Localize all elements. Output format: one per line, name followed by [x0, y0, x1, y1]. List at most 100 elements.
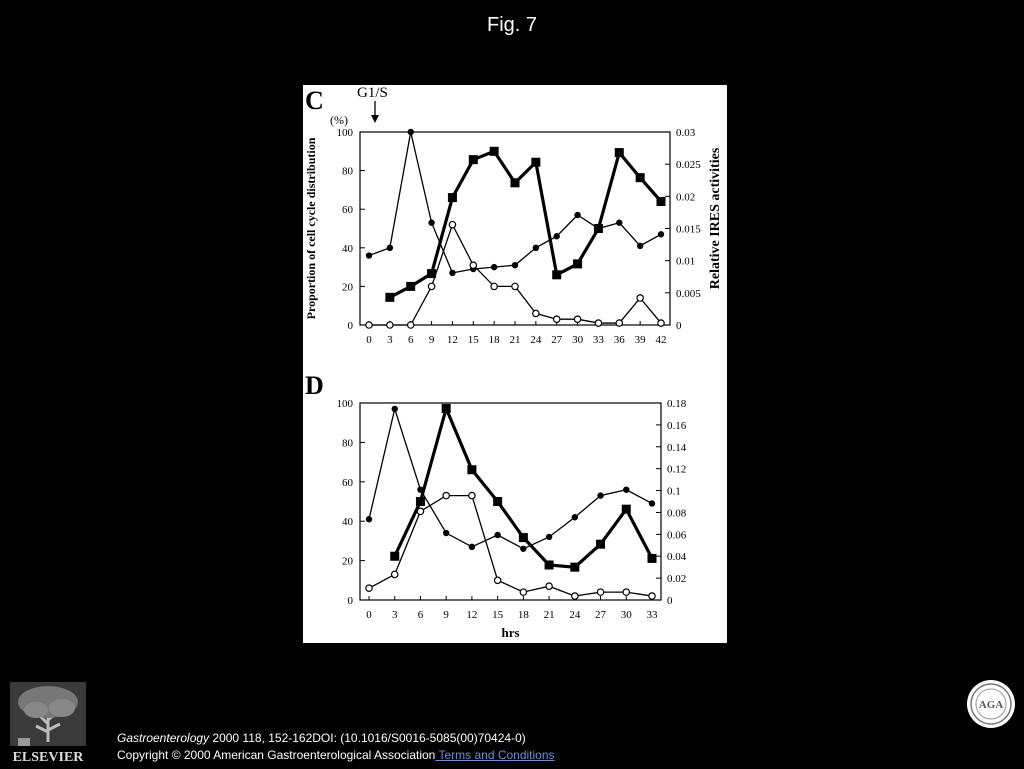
x-tick-label: 36 — [614, 334, 626, 346]
data-point-filled-circle — [386, 244, 394, 251]
data-point-filled-circle — [449, 269, 456, 277]
data-point-open-circle — [552, 315, 561, 324]
terms-link[interactable]: Terms and Conditions — [435, 748, 555, 762]
data-point-square — [468, 155, 478, 165]
data-point-filled-circle — [407, 128, 414, 136]
figure-title: Fig. 7 — [486, 14, 538, 36]
data-point-filled-circle — [616, 219, 623, 226]
data-point-square — [441, 403, 451, 413]
x-tick-label: 0 — [366, 609, 372, 621]
citation-text: 2000 118, 152-162DOI: (10.1016/S0016-508… — [209, 731, 526, 745]
y2-tick-label: 0.16 — [667, 420, 687, 432]
data-point-filled-circle — [520, 545, 527, 552]
data-point-square — [447, 193, 457, 203]
x-tick-label: 21 — [544, 609, 555, 621]
data-point-filled-circle — [490, 263, 498, 271]
y-tick-label: 100 — [337, 398, 354, 410]
data-point-square — [596, 539, 606, 549]
y2-tick-label: 0.08 — [667, 507, 687, 519]
data-point-filled-circle — [553, 233, 560, 240]
y2-axis-title: Relative IRES activities — [708, 147, 723, 289]
elsevier-logo: ELSEVIER — [8, 680, 88, 765]
copyright-text: Copyright © 2000 American Gastroenterolo… — [117, 748, 436, 762]
data-point-open-circle — [648, 592, 656, 600]
data-point-open-circle — [469, 261, 478, 269]
data-point-filled-circle — [365, 516, 373, 523]
data-point-filled-circle — [636, 242, 644, 250]
journal-name: Gastroenterology — [117, 731, 210, 745]
data-point-open-circle — [427, 282, 436, 291]
data-point-square — [552, 270, 562, 280]
figure-svg: C02040608010000.0050.010.0150.020.0250.0… — [304, 85, 723, 640]
x-tick-label: 12 — [466, 609, 477, 621]
y2-tick-label: 0.18 — [667, 398, 687, 410]
x-tick-label: 15 — [492, 609, 504, 621]
figure-panel: C 0 20 40 60 80 100 0 0.005 0.01 0.015 0.02 0.025 0.0… — [303, 85, 727, 643]
x-axis-title: hrs — [501, 625, 519, 640]
y2-tick-label: 0.005 — [676, 288, 701, 300]
data-point-square — [385, 292, 395, 302]
series-line — [369, 222, 662, 326]
x-tick-label: 30 — [572, 334, 584, 346]
y2-tick-label: 0.04 — [667, 551, 687, 563]
data-point-open-circle — [657, 319, 665, 327]
data-point-open-circle — [545, 582, 553, 591]
citation-line: Gastroenterology 2000 118, 152-162DOI: (… — [117, 730, 555, 747]
x-tick-label: 27 — [595, 609, 607, 621]
series-line — [389, 149, 663, 299]
data-point-filled-circle — [574, 211, 581, 219]
data-point-square — [647, 553, 657, 563]
data-point-open-circle — [448, 220, 457, 229]
y2-tick-label: 0.015 — [676, 224, 701, 236]
x-tick-label: 33 — [593, 334, 605, 346]
data-point-open-circle — [596, 588, 605, 596]
data-point-filled-circle — [623, 486, 630, 493]
aga-seal-text: AGA — [979, 699, 1004, 711]
x-tick-label: 9 — [443, 609, 449, 621]
data-point-open-circle — [571, 592, 579, 600]
y-tick-label: 40 — [342, 516, 354, 528]
data-point-open-circle — [406, 321, 415, 329]
x-tick-label: 24 — [569, 609, 581, 621]
x-tick-label: 9 — [429, 334, 435, 346]
data-point-square — [390, 551, 400, 561]
data-point-square — [593, 224, 603, 233]
y-tick-label: 60 — [342, 477, 354, 489]
elsevier-tree-icon: ELSEVIER — [10, 682, 86, 765]
series-line — [393, 403, 654, 569]
data-point-open-circle — [532, 309, 540, 318]
plot-frame — [359, 402, 662, 601]
data-point-square — [573, 259, 583, 269]
data-point-open-circle — [511, 282, 519, 291]
x-tick-label: 12 — [447, 334, 458, 346]
y2-tick-label: 0.02 — [667, 573, 686, 585]
x-tick-label: 27 — [551, 334, 563, 346]
x-tick-label: 0 — [366, 334, 372, 346]
data-point-open-circle — [386, 321, 394, 329]
data-point-open-circle — [390, 570, 399, 579]
y2-tick-label: 0.06 — [667, 529, 687, 541]
data-point-square — [427, 269, 437, 279]
y-tick-label: 60 — [342, 204, 354, 216]
data-point-filled-circle — [468, 543, 476, 551]
y2-tick-label: 0.1 — [667, 486, 681, 498]
y2-tick-label: 0.025 — [676, 159, 701, 171]
y-tick-label: 40 — [342, 243, 354, 255]
data-point-square — [510, 178, 520, 188]
data-point-filled-circle — [391, 405, 398, 413]
data-point-open-circle — [573, 315, 582, 324]
data-point-open-circle — [519, 588, 528, 596]
data-point-square — [493, 497, 503, 506]
y-tick-label: 20 — [342, 556, 354, 568]
x-tick-label: 18 — [518, 609, 530, 621]
y-axis-unit: (%) — [330, 113, 348, 127]
y-axis-title: Proportion of cell cycle distribution — [304, 137, 318, 319]
y-tick-label: 20 — [342, 281, 354, 293]
data-point-open-circle — [594, 319, 603, 327]
data-point-square — [406, 281, 416, 291]
y2-tick-label: 0.02 — [676, 191, 695, 203]
data-point-open-circle — [442, 491, 450, 500]
y-tick-label: 100 — [337, 127, 354, 139]
citation-footer: Gastroenterology 2000 118, 152-162DOI: (… — [117, 730, 555, 764]
data-point-square — [489, 146, 499, 156]
